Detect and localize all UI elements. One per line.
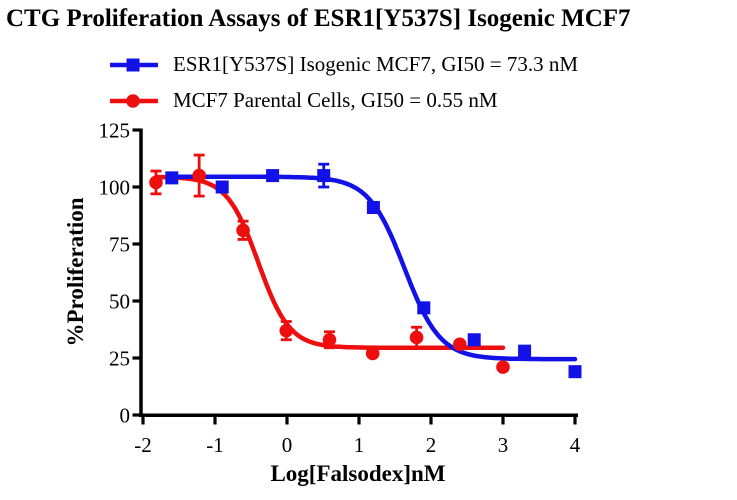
data-point-circle [365,346,380,361]
data-point-circle [453,337,467,352]
legend-label: MCF7 Parental Cells, GI50 = 0.55 nM [173,88,498,112]
x-tick-label: -2 [134,433,152,457]
data-point-square [366,201,380,215]
x-tick-label: 4 [570,433,581,457]
data-point-square [215,180,229,194]
y-axis-title: %Proliferation [63,197,88,347]
data-point-circle [236,223,250,238]
chart-title: CTG Proliferation Assays of ESR1[Y537S] … [6,5,631,32]
legend-square [126,58,140,71]
x-tick-label: -1 [206,433,224,457]
legend-circle [126,93,140,108]
data-point-square [568,365,582,379]
legend-label: ESR1[Y537S] Isogenic MCF7, GI50 = 73.3 n… [173,52,579,76]
data-point-circle [192,168,206,183]
blue-square-marker-icon [110,58,158,71]
fit-curve [153,174,506,350]
data-point-square [317,169,331,183]
y-tick-label: 125 [99,119,131,143]
data-point-square [467,333,481,347]
data-point-circle [409,330,424,345]
data-point-square [518,344,532,358]
data-point-square [266,169,280,183]
x-axis-title: Log[Falsodex]nM [270,461,446,486]
data-point-circle [496,360,510,374]
data-point-square [417,301,431,315]
y-tick-label: 0 [120,404,131,428]
x-tick-label: 1 [354,433,365,457]
legend-item-esr1-y537s: ESR1[Y537S] Isogenic MCF7, GI50 = 73.3 n… [110,51,578,78]
x-tick-label: 3 [498,433,509,457]
y-tick-label: 25 [109,347,130,371]
data-point-circle [279,323,294,338]
legend-item-mcf7-parental: MCF7 Parental Cells, GI50 = 0.55 nM [110,87,578,114]
y-tick-label: 100 [99,176,131,200]
y-tick-label: 75 [109,233,130,257]
data-point-circle [322,332,337,347]
data-point-square [165,171,179,185]
y-tick-label: 50 [109,290,130,314]
x-tick-label: 0 [282,433,293,457]
legend: ESR1[Y537S] Isogenic MCF7, GI50 = 73.3 n… [110,51,578,114]
data-point-circle [149,175,163,190]
red-circle-marker-icon [110,93,158,108]
x-tick-label: 2 [426,433,437,457]
